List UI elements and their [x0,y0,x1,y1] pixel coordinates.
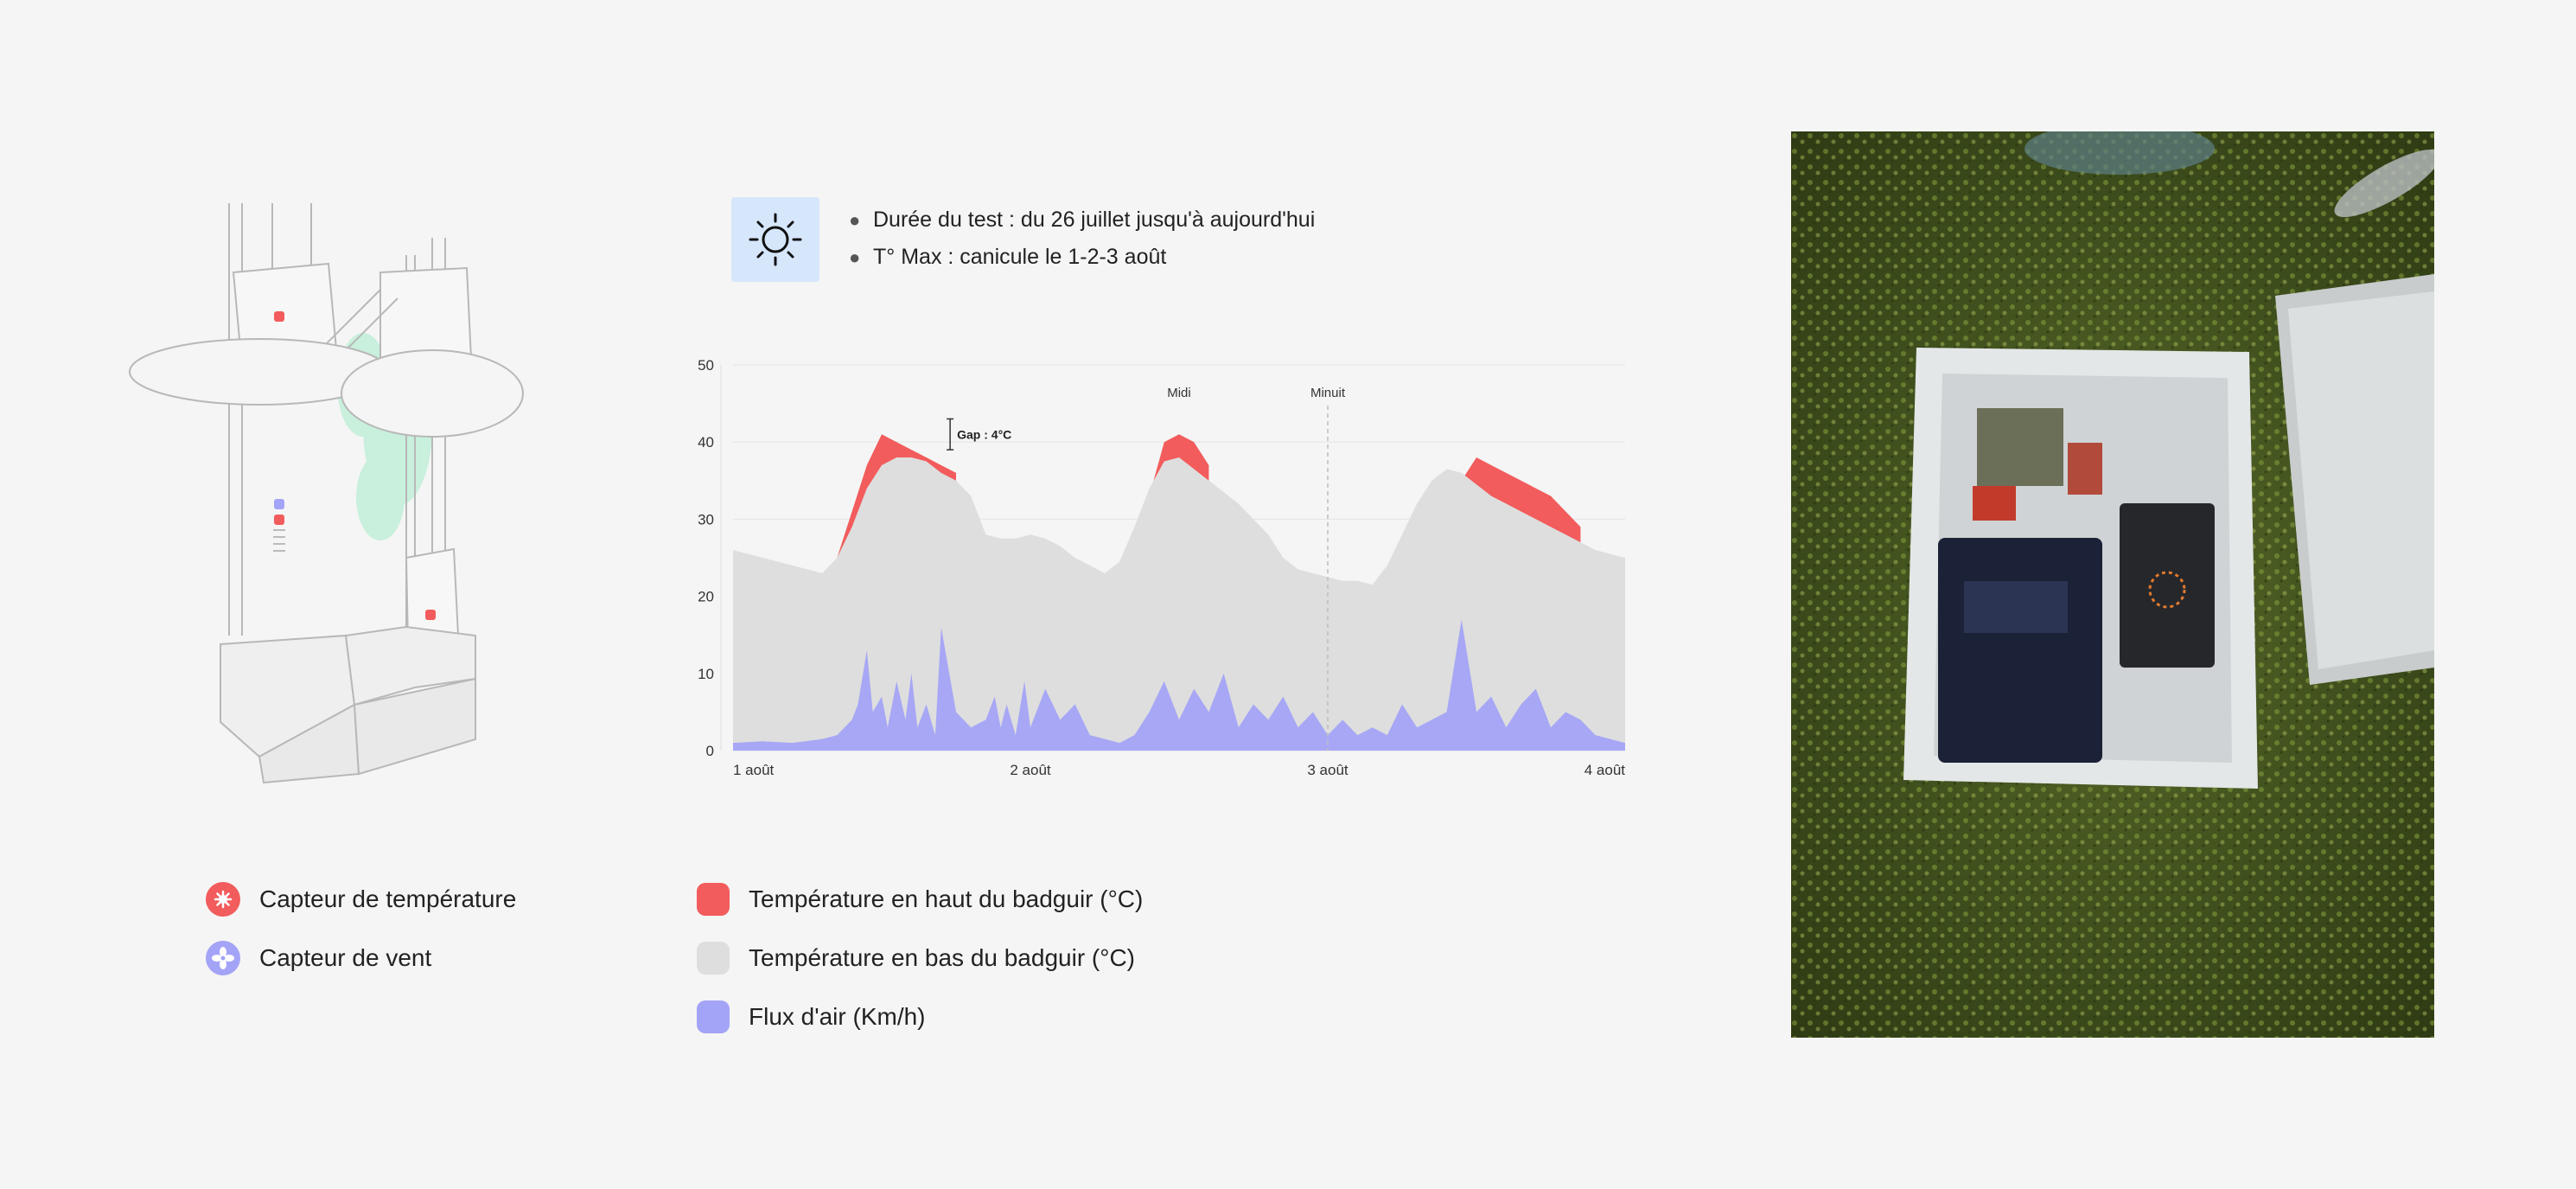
sensor-box-photo-graphic [1791,131,2434,1038]
y-tick-label: 20 [698,589,714,605]
fan-icon [206,941,240,975]
series-legend-label: Température en bas du badguir (°C) [749,944,1135,971]
legend-swatch [697,1000,730,1033]
info-line-max-temp: ● T° Max : canicule le 1-2-3 août [849,245,1166,270]
series-bottom-temp-area [733,457,1625,751]
sensor-legend-temperature: Capteur de température [206,882,516,917]
y-tick-label: 10 [698,666,714,682]
sensor-box-photo [1791,131,2434,1038]
chart-svg: 0 10 20 30 40 50 1 août 2 août 3 août 4 août Midi M… [698,357,1626,778]
y-tick-label: 40 [698,434,714,451]
bullet-icon: ● [849,209,861,231]
bullet-icon: ● [849,246,861,268]
temperature-sensor-bottom [425,610,436,620]
temperature-sensor-top [274,311,284,322]
badguir-drawing [129,203,524,784]
y-tick-label: 30 [698,511,714,527]
series-legend-top-temp: Température en haut du badguir (°C) [697,882,1143,917]
legend-swatch [697,942,730,975]
x-tick-label: 3 août [1307,762,1349,778]
series-legend-label: Flux d'air (Km/h) [749,1003,926,1030]
annotation-label: Minuit [1310,386,1346,400]
wind-sensor [274,499,284,509]
sun-icon [731,197,819,282]
temperature-sensor-middle [274,515,284,525]
sensor-legend-label: Capteur de température [259,885,517,912]
badguir-illustration [121,186,553,791]
sensor-legend-label: Capteur de vent [259,944,432,971]
sensor-legend: Capteur de température Capteur de vent [206,882,516,1000]
series-legend-airflow: Flux d'air (Km/h) [697,1000,1143,1034]
series-airflow-area [733,619,1625,751]
info-line-duration: ● Durée du test : du 26 juillet jusqu'à a… [849,208,1315,233]
series-legend-bottom-temp: Température en bas du badguir (°C) [697,941,1143,975]
annotation-label: Midi [1167,386,1191,400]
legend-swatch [697,883,730,916]
info-text-duration: Durée du test : du 26 juillet jusqu'à au… [873,208,1316,232]
x-tick-label: 1 août [733,762,775,778]
gap-annotation-label: Gap : 4°C [957,427,1011,441]
x-tick-label: 4 août [1584,762,1626,778]
temperature-chart: 0 10 20 30 40 50 1 août 2 août 3 août 4 août Midi M… [683,346,1634,787]
y-tick-label: 50 [698,357,714,374]
y-tick-label: 0 [706,743,714,759]
sensor-legend-wind: Capteur de vent [206,941,516,975]
series-legend-label: Température en haut du badguir (°C) [749,885,1144,912]
x-tick-label: 2 août [1010,762,1051,778]
series-legend: Température en haut du badguir (°C) Temp… [697,882,1143,1058]
thermometer-burst-icon [206,882,240,917]
info-text-max-temp: T° Max : canicule le 1-2-3 août [873,245,1167,269]
sun-icon-graphic [749,213,802,266]
